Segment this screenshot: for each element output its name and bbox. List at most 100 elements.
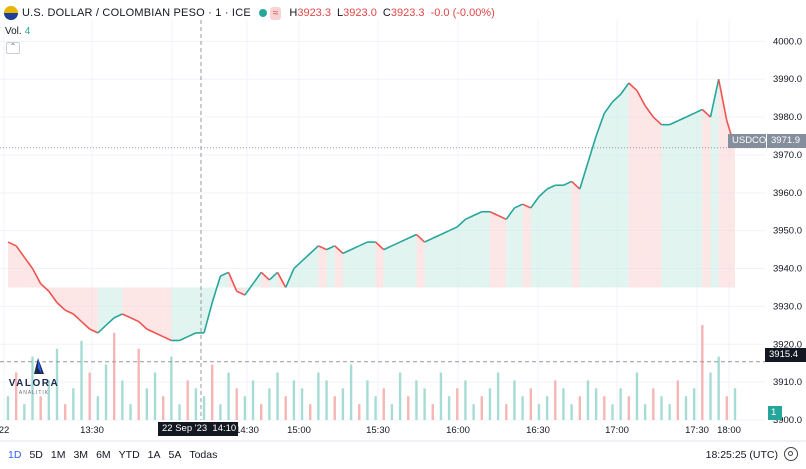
area-segment [612,94,621,288]
time-axis: 2213:3014:0014:3015:0015:3016:0016:3017:… [0,425,741,436]
price-line-segment [399,237,409,243]
price-line-segment [415,233,426,243]
area-segment [163,287,172,341]
price-line-segment [701,108,712,118]
area-segment [694,109,703,288]
area-segment [187,287,196,337]
area-segment [489,211,499,288]
price-line-segment [80,320,91,330]
price-axis: 4000.0 3990.0 3980.0 3970.0 3960.0 3950.0 3940… [773,36,802,426]
area-segment [702,109,711,288]
area-segment [661,124,670,288]
area-segment [334,245,343,288]
x-tick-label: 16:30 [526,425,550,436]
area-segment [89,287,98,333]
price-line-segment [293,260,303,270]
range-1d[interactable]: 1D [8,449,22,461]
price-line-segment [130,317,140,323]
gear-icon[interactable] [784,447,798,461]
change-value: -0.0 (-0.00%) [430,7,495,19]
volume-bar [349,364,353,420]
y-tick-label: 3920.0 [773,339,802,350]
area-segment [155,287,164,337]
volume-bar [39,396,42,420]
x-tick-label: 17:30 [685,425,709,436]
area-segment [220,272,229,288]
price-line-segment [383,245,393,251]
volume-bar [652,388,655,420]
area-segment [65,287,74,314]
range-5d[interactable]: 5D [29,449,43,461]
area-segment [473,211,482,288]
price-line-segment [72,313,83,323]
price-line-segment [579,162,589,190]
symbol-title[interactable]: U.S. DOLLAR / COLOMBIAN PESO · 1 · ICE [22,7,251,19]
price-line-segment [538,188,548,198]
volume-bar [260,404,263,420]
area-segment [628,83,637,288]
volume-bar [709,372,712,420]
area-segment [718,79,727,288]
volume-bar [145,388,149,420]
range-3m[interactable]: 3M [73,449,89,461]
price-line-segment [644,105,654,118]
volume-bar [6,396,10,420]
price-line-segment [677,116,687,122]
area-segment [424,238,433,288]
price-line-segment [97,324,107,334]
area-segment [146,287,156,333]
y-tick-label: 3910.0 [773,377,802,388]
area-segment [302,253,311,288]
price-line-segment [514,203,523,209]
price-line-segment [693,108,703,115]
crosshair-date-label: 22 Sep '23 14:10 [158,422,238,436]
area-segment [498,215,507,288]
price-line-segment [244,283,254,296]
range-ytd[interactable]: YTD [118,449,140,461]
area-segment [375,242,384,288]
volume-bar [619,388,622,420]
price-line-segment [227,272,238,292]
volume-value: 4 [24,26,31,37]
volume-bar [96,396,100,420]
volume-bar [439,372,443,420]
close-value: 3923.3 [390,7,425,19]
volume-bar [317,372,320,420]
volume-bar [47,380,51,420]
high-value: 3923.3 [297,7,331,19]
range-todas[interactable]: Todas [189,449,218,461]
price-line-segment [685,112,695,118]
volume-bar [243,396,247,420]
collapse-legend-icon[interactable]: ⌃ [6,42,20,54]
volume-bar [660,396,663,420]
y-tick-label: 3960.0 [773,188,802,199]
area-segment [571,181,580,288]
volume-bar [137,348,140,420]
volume-bar [594,388,598,420]
volume-bar [292,380,296,420]
market-status-icon[interactable] [258,9,267,17]
utc-clock[interactable]: 18:25:25 (UTC) [705,449,778,461]
price-line-segment [260,271,270,281]
range-6m[interactable]: 6M [96,449,111,461]
range-1a[interactable]: 1A [147,449,161,461]
x-tick-label: 15:00 [287,425,311,436]
area-segment [81,287,90,330]
volume-bar [186,380,189,420]
range-1m[interactable]: 1M [50,449,66,461]
volume-bar [194,388,198,420]
volume-bar [545,396,549,420]
volume-bar [415,380,418,420]
compare-badge[interactable]: ≈ [269,6,282,20]
volume-bar [366,380,369,420]
area-segment [342,249,352,288]
price-line-segment [40,283,50,292]
range-5a[interactable]: 5A [168,449,182,461]
volume-bar [358,404,361,420]
volume-bar [431,404,434,420]
price-line-segment [220,271,229,277]
price-line-segment [587,135,597,163]
price-line-segment [489,211,499,217]
